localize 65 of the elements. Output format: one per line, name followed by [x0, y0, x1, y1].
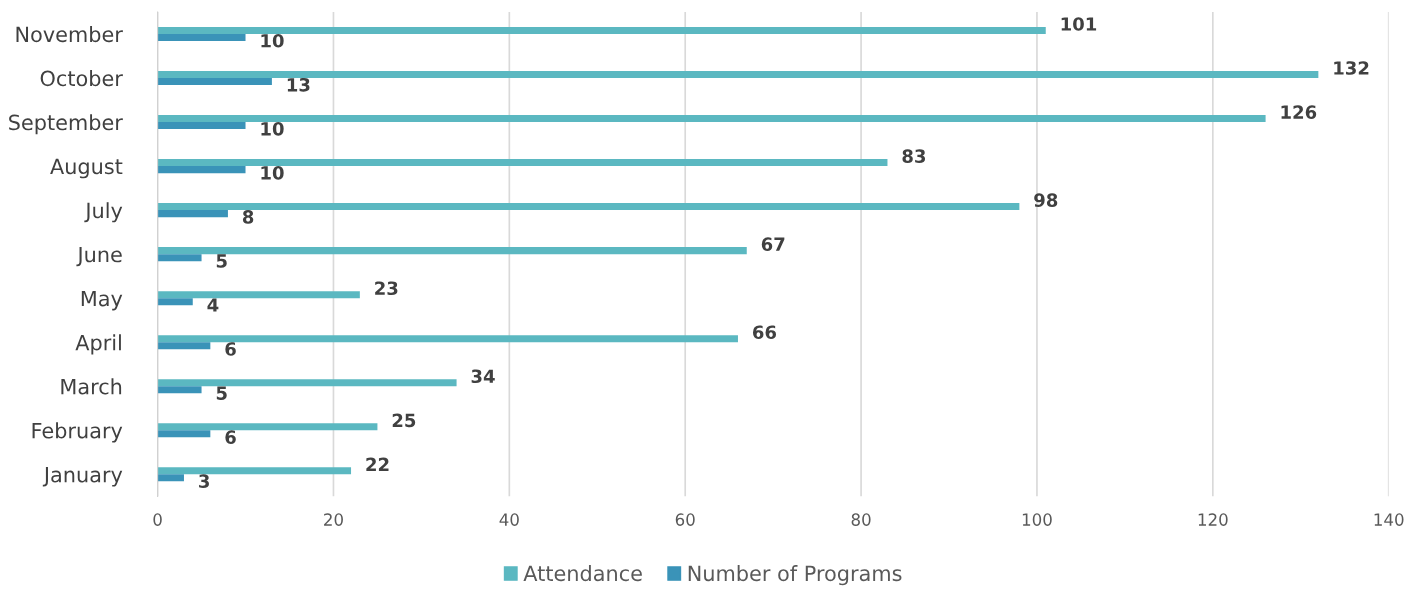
- y-tick-label: September: [9, 114, 123, 135]
- data-label: 22: [366, 457, 389, 471]
- y-tick-label: July: [84, 202, 123, 223]
- y-tick-label: February: [32, 422, 123, 443]
- data-label: 5: [216, 254, 227, 268]
- data-label: 23: [375, 281, 398, 296]
- bar: [157, 298, 193, 306]
- data-label: 13: [287, 77, 310, 92]
- data-label: 3: [199, 474, 209, 488]
- bar: [157, 247, 747, 255]
- bar: [157, 474, 184, 482]
- y-tick-label: November: [16, 26, 123, 43]
- x-tick-label: 0: [153, 513, 162, 526]
- y-tick-label: May: [81, 290, 123, 311]
- data-label: 6: [225, 430, 236, 444]
- x-tick-label: 120: [1198, 513, 1228, 526]
- bar: [157, 423, 378, 431]
- y-tick-label: August: [50, 158, 123, 179]
- data-label: 10: [261, 166, 284, 180]
- data-label: 4: [207, 298, 219, 312]
- x-tick-label: 80: [851, 513, 871, 526]
- x-tick-label: 100: [1022, 513, 1052, 526]
- bar: [157, 159, 888, 167]
- y-tick-label: October: [40, 70, 123, 87]
- data-label: 5: [216, 386, 227, 400]
- x-tick-label: 20: [324, 513, 343, 526]
- data-label: 34: [471, 369, 495, 384]
- data-label: 67: [761, 237, 785, 252]
- data-label: 10: [261, 122, 284, 136]
- bar: [157, 210, 228, 218]
- legend-label: Attendance: [523, 565, 642, 582]
- x-tick-label: 60: [675, 513, 695, 526]
- bar: [157, 379, 457, 387]
- data-label: 132: [1334, 61, 1369, 75]
- bar: [157, 203, 1020, 211]
- bar: [157, 335, 738, 343]
- y-tick-label: June: [76, 246, 122, 267]
- bar: [157, 122, 246, 130]
- bar: [157, 78, 272, 86]
- bar: [157, 467, 352, 475]
- data-label: 98: [1034, 193, 1058, 207]
- x-tick-label: 40: [499, 513, 519, 526]
- bar: [157, 70, 1319, 79]
- bar: [157, 26, 1046, 34]
- bar: [157, 291, 360, 299]
- y-tick-label: March: [61, 378, 122, 395]
- data-label: 66: [752, 325, 777, 340]
- bar: [157, 386, 202, 394]
- x-tick-label: 140: [1374, 513, 1404, 526]
- bar: [157, 115, 1266, 123]
- legend-label: Number of Programs: [688, 565, 902, 586]
- y-tick-label: January: [42, 467, 123, 487]
- bar: [157, 430, 211, 438]
- bar: [157, 342, 211, 350]
- data-label: 83: [902, 149, 926, 163]
- y-tick-label: April: [75, 334, 121, 355]
- bar: [157, 33, 246, 42]
- bar: [157, 254, 202, 262]
- data-label: 6: [225, 342, 236, 356]
- data-label: 10: [261, 33, 284, 48]
- data-label: 25: [392, 413, 416, 428]
- data-label: 126: [1281, 105, 1317, 119]
- data-label: 8: [242, 210, 254, 224]
- data-label: 101: [1061, 17, 1097, 31]
- bar: [157, 166, 246, 174]
